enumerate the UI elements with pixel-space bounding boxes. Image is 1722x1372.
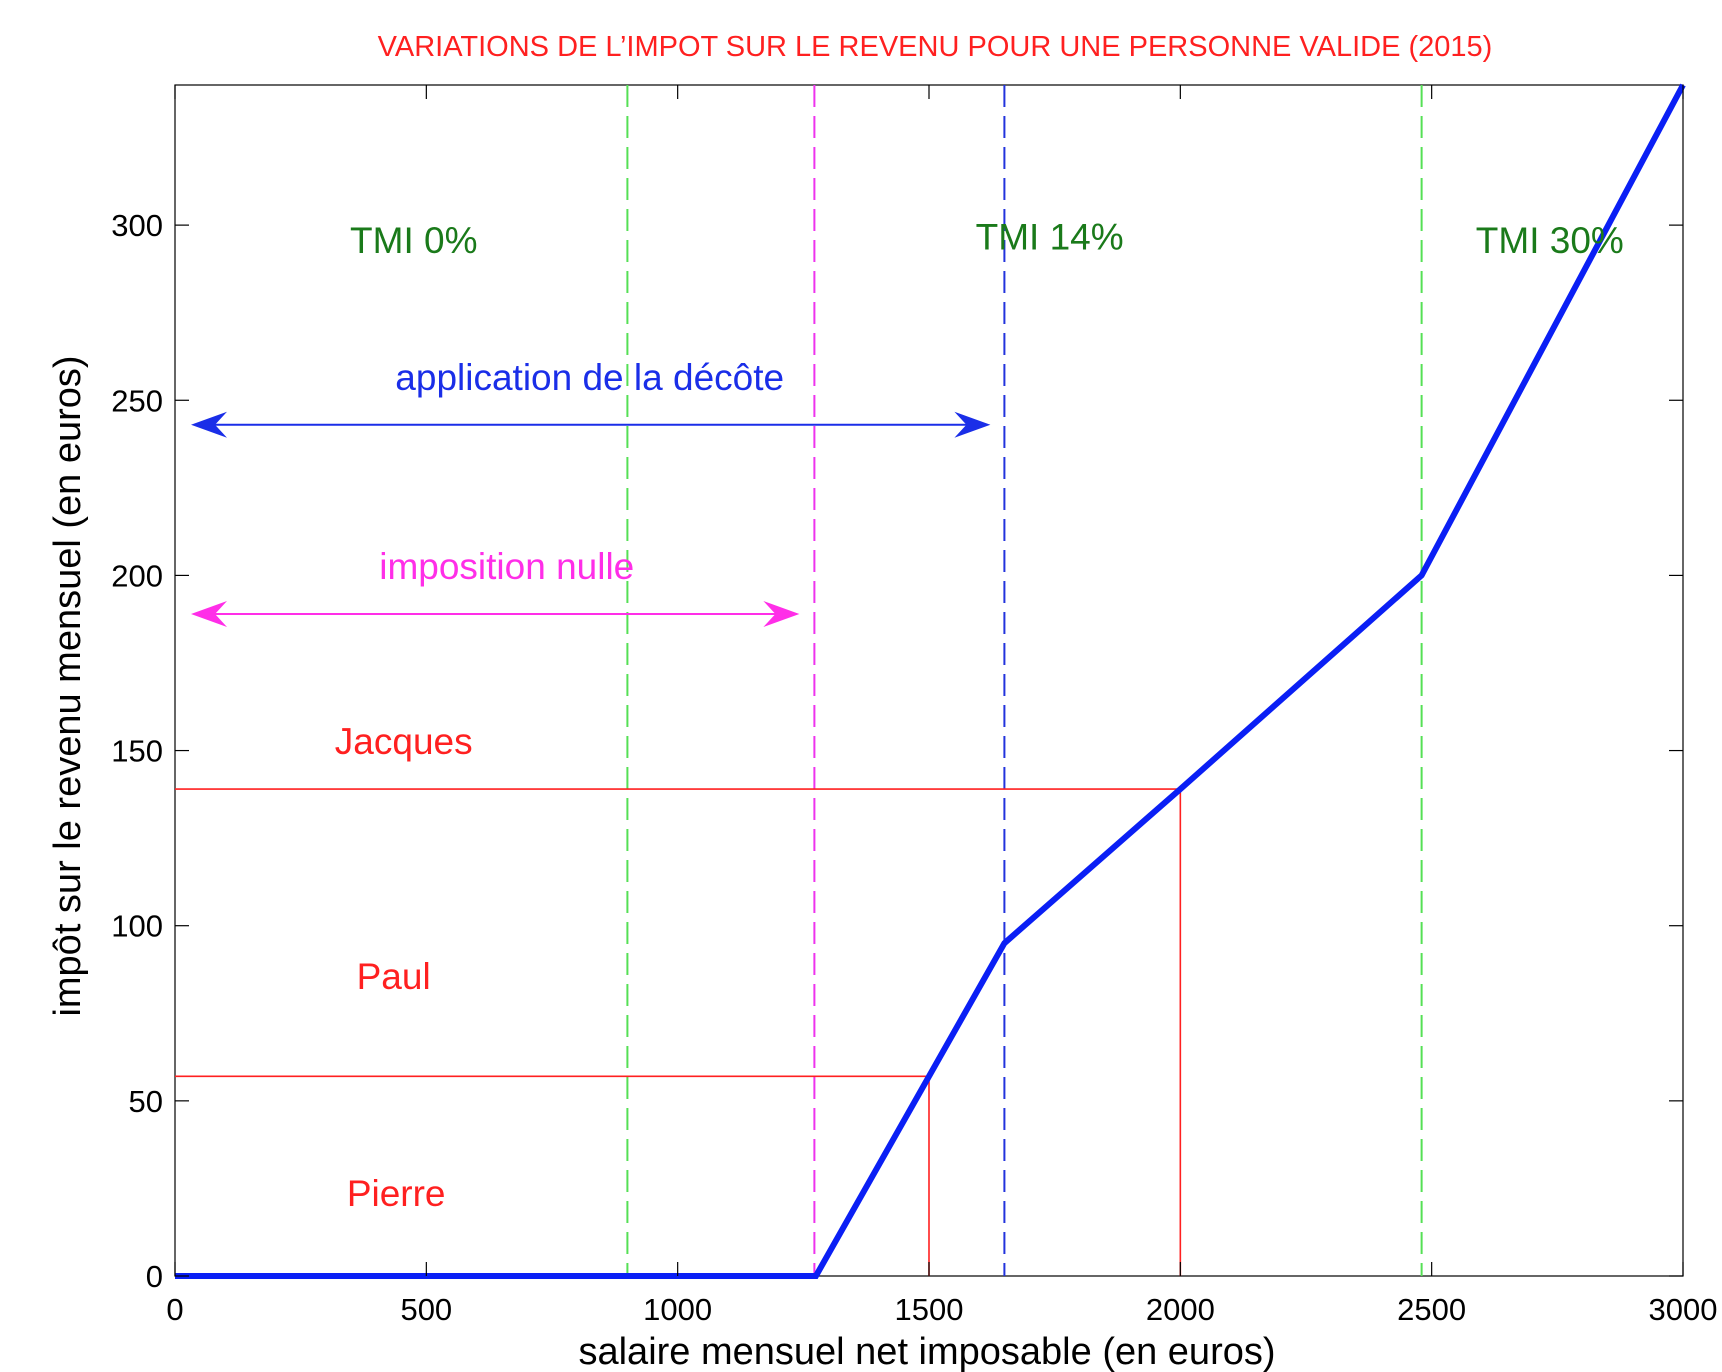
annotation-label: imposition nulle <box>379 546 634 587</box>
x-axis-label: salaire mensuel net imposable (en euros) <box>578 1331 1275 1372</box>
annotation-label: application de la décôte <box>395 357 784 398</box>
x-tick-label: 1000 <box>643 1292 712 1327</box>
x-tick-label: 0 <box>166 1292 183 1327</box>
chart-title: VARIATIONS DE L’IMPOT SUR LE REVENU POUR… <box>378 31 1493 63</box>
y-tick-label: 250 <box>111 383 163 418</box>
x-tick-label: 2000 <box>1146 1292 1215 1327</box>
annotation-label: TMI 30% <box>1476 220 1624 261</box>
annotation-label: Jacques <box>335 721 473 762</box>
annotation-label: TMI 14% <box>976 217 1124 258</box>
y-tick-label: 150 <box>111 734 163 769</box>
y-axis-label: impôt sur le revenu mensuel (en euros) <box>47 355 89 1016</box>
y-tick-label: 50 <box>129 1084 163 1119</box>
annotation-label: Paul <box>357 956 431 997</box>
y-tick-label: 0 <box>146 1259 163 1294</box>
x-tick-label: 500 <box>400 1292 452 1327</box>
annotation-label: TMI 0% <box>350 220 477 261</box>
y-tick-label: 200 <box>111 558 163 593</box>
y-tick-label: 100 <box>111 909 163 944</box>
x-tick-label: 2500 <box>1397 1292 1466 1327</box>
y-tick-label: 300 <box>111 208 163 243</box>
annotation-label: Pierre <box>347 1173 446 1214</box>
x-tick-label: 3000 <box>1649 1292 1718 1327</box>
x-tick-label: 1500 <box>895 1292 964 1327</box>
